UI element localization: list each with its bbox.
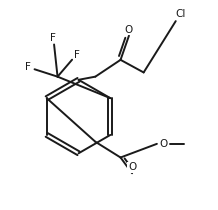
Text: F: F bbox=[25, 62, 31, 72]
Text: F: F bbox=[50, 33, 56, 43]
Text: O: O bbox=[160, 139, 168, 149]
Text: O: O bbox=[125, 25, 133, 35]
Text: Cl: Cl bbox=[175, 9, 186, 19]
Text: F: F bbox=[73, 50, 79, 60]
Text: O: O bbox=[128, 162, 136, 172]
